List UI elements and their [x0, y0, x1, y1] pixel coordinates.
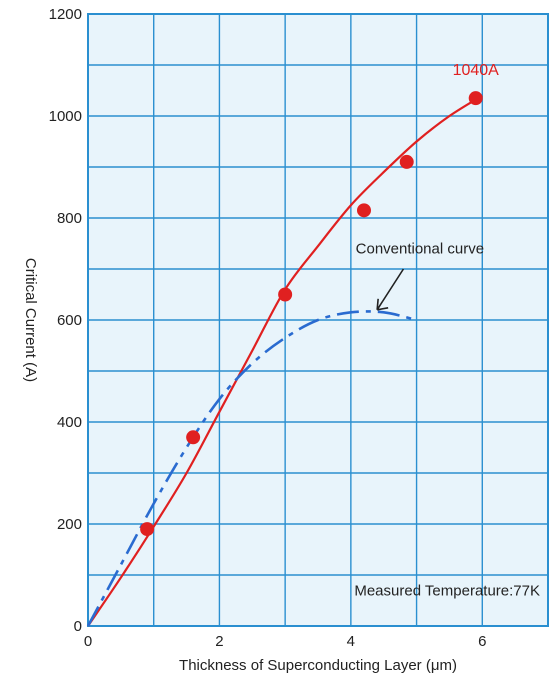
data-point [399, 154, 414, 169]
data-point [357, 203, 371, 218]
tick-labels: 0 2 4 6 0 200 400 600 800 1000 1200 [49, 6, 487, 650]
y-tick-label: 600 [57, 312, 82, 329]
data-point [278, 287, 293, 302]
y-tick-label: 400 [57, 414, 82, 431]
x-tick-label: 0 [84, 633, 92, 650]
y-tick-label: 200 [57, 516, 82, 533]
y-axis-title: Critical Current (A) [22, 258, 39, 382]
y-tick-label: 1000 [49, 108, 82, 125]
measured-temperature-note: Measured Temperature:77K [354, 582, 540, 599]
data-point [468, 91, 483, 106]
data-point [140, 522, 155, 537]
y-tick-label: 0 [74, 618, 82, 635]
series-layer [86, 91, 483, 627]
x-axis-title: Thickness of Superconducting Layer (μm) [179, 657, 457, 674]
data-point [186, 430, 201, 445]
conventional-curve-label: Conventional curve [356, 241, 484, 258]
conventional-curve-line [86, 310, 417, 627]
x-tick-label: 4 [347, 633, 355, 650]
x-tick-label: 2 [215, 633, 223, 650]
y-tick-label: 1200 [49, 6, 82, 23]
x-tick-label: 6 [478, 633, 486, 650]
plot-border [87, 13, 549, 627]
y-tick-label: 800 [57, 210, 82, 227]
value-label-1040a: 1040A [453, 62, 500, 79]
conventional-curve-arrow [376, 268, 405, 311]
